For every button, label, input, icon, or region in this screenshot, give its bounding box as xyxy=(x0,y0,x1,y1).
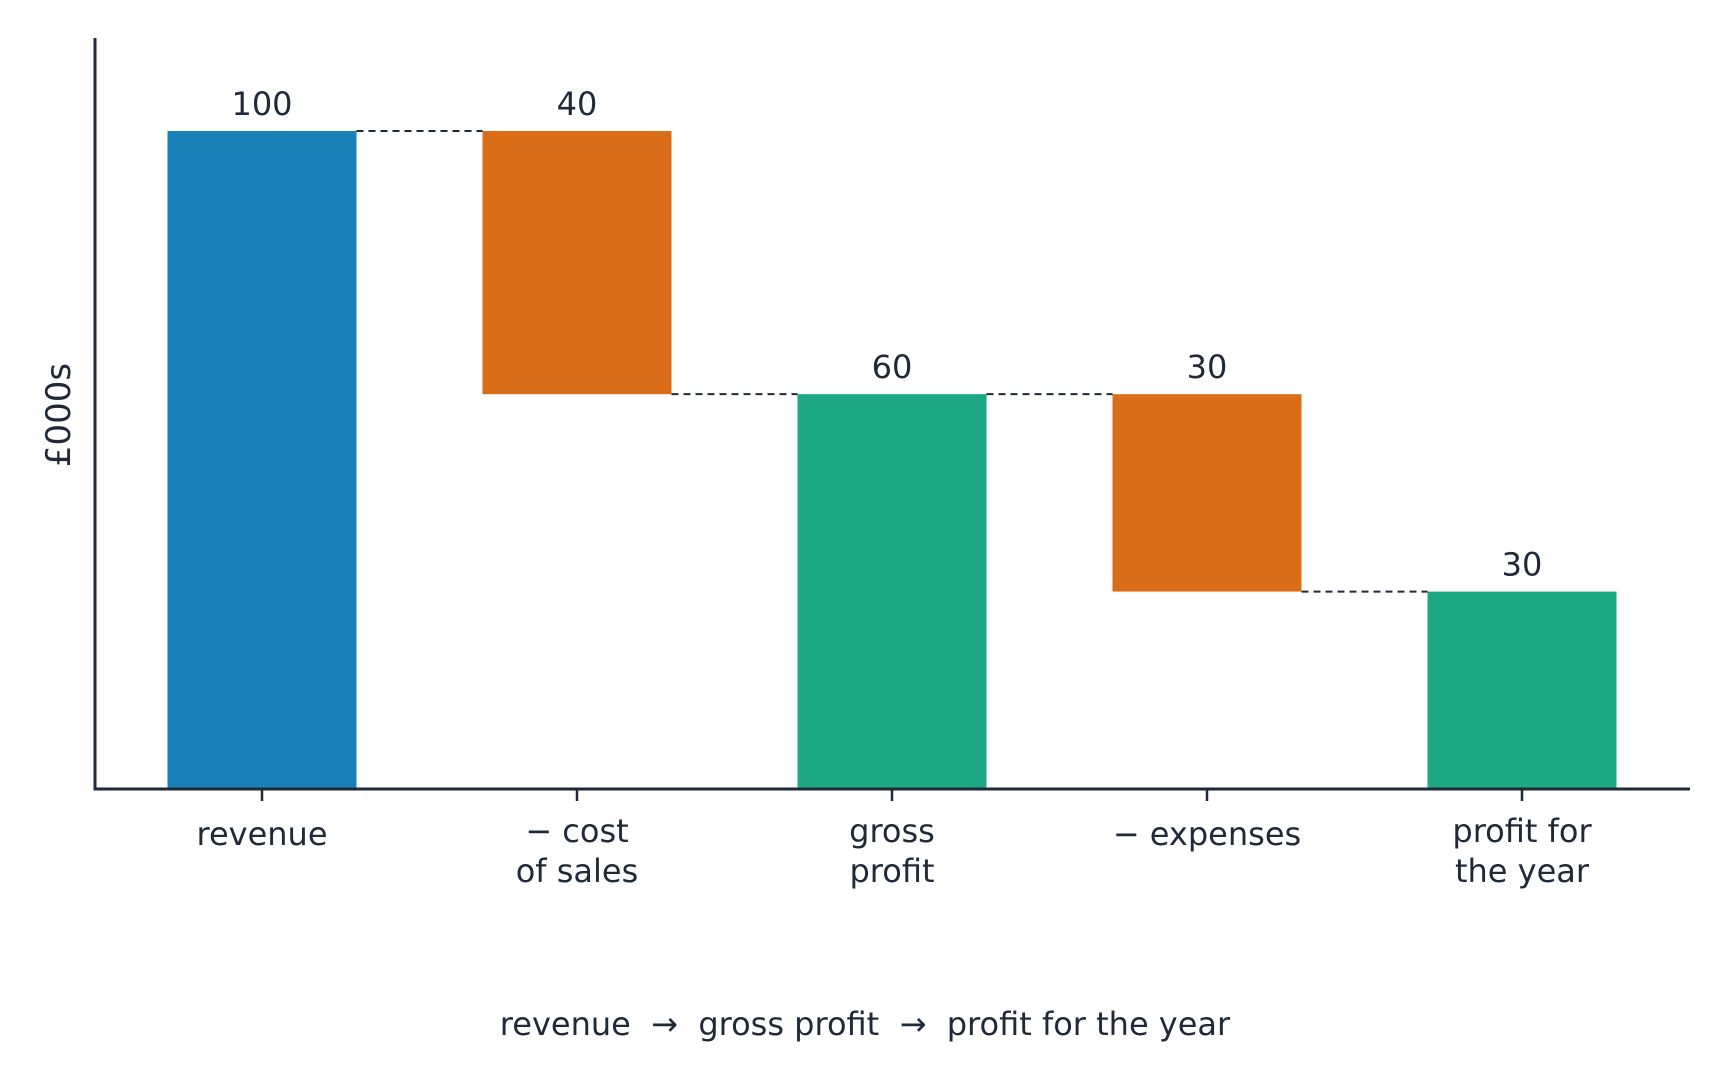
x-ticks-group xyxy=(260,789,1524,801)
value-labels-group: 100 40 60 30 30 xyxy=(231,85,1542,584)
x-tick-label-5: profit for the year xyxy=(1452,812,1592,890)
value-label-1: 100 xyxy=(231,85,292,123)
bar-5 xyxy=(1427,591,1617,789)
x-tick-labels-group: revenue − cost of sales gross profit − expens… xyxy=(196,812,1592,890)
bar-3 xyxy=(797,394,987,789)
y-axis-label: £000s xyxy=(39,363,79,467)
value-label-2: 40 xyxy=(557,85,598,123)
x-tick-label-2: − cost of sales xyxy=(516,812,639,890)
chart-caption: revenue → gross profit → profit for the … xyxy=(500,1005,1231,1043)
x-tick-label-1: revenue xyxy=(196,815,327,853)
bars-group xyxy=(167,130,1617,789)
value-label-5: 30 xyxy=(1502,546,1543,584)
bar-1 xyxy=(167,130,357,789)
value-label-3: 60 xyxy=(872,348,913,386)
x-tick-label-3: gross profit xyxy=(849,812,935,890)
connector-lines xyxy=(356,129,1428,593)
x-tick-label-4: − expenses xyxy=(1113,815,1301,853)
value-label-4: 30 xyxy=(1187,348,1228,386)
bar-2 xyxy=(482,130,672,395)
bar-4 xyxy=(1112,394,1302,592)
